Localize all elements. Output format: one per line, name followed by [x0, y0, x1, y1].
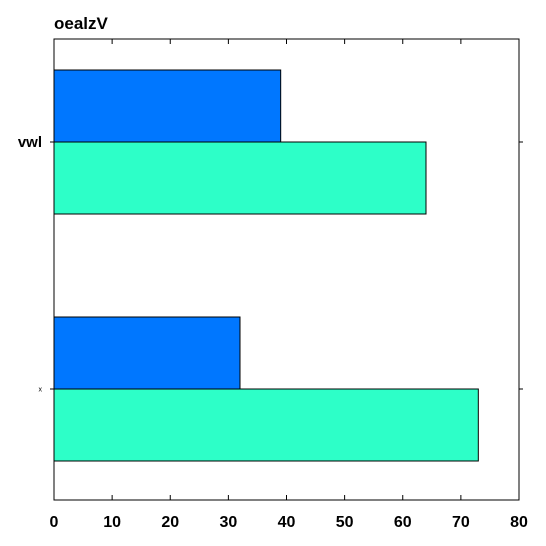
- x-axis-ticks: 0 10 20 30 40 50 60 70 80: [50, 39, 528, 531]
- x-tick-label: 70: [452, 514, 470, 531]
- plot-frame: [53, 38, 520, 501]
- x-tick-label: 30: [219, 514, 237, 531]
- x-tick-label: 20: [161, 514, 179, 531]
- x-tick-label: 50: [336, 514, 354, 531]
- x-tick-label: 40: [278, 514, 296, 531]
- x-tick-label: 0: [50, 514, 59, 531]
- chart-title: oealzV: [54, 14, 109, 33]
- bar-x-series-2: [53, 388, 479, 462]
- bar-x-series-1: [53, 316, 241, 390]
- y-axis-ticks: vwl x: [18, 134, 523, 394]
- bars-layer: [53, 69, 479, 462]
- y-tick-label: vwl: [18, 134, 42, 151]
- x-tick-label: 60: [394, 514, 412, 531]
- x-tick-label: 80: [510, 514, 528, 531]
- x-tick-label: 10: [103, 514, 121, 531]
- bar-vwl-series-1: [53, 69, 282, 143]
- y-tick-label: x: [39, 387, 43, 394]
- bar-vwl-series-2: [53, 141, 427, 215]
